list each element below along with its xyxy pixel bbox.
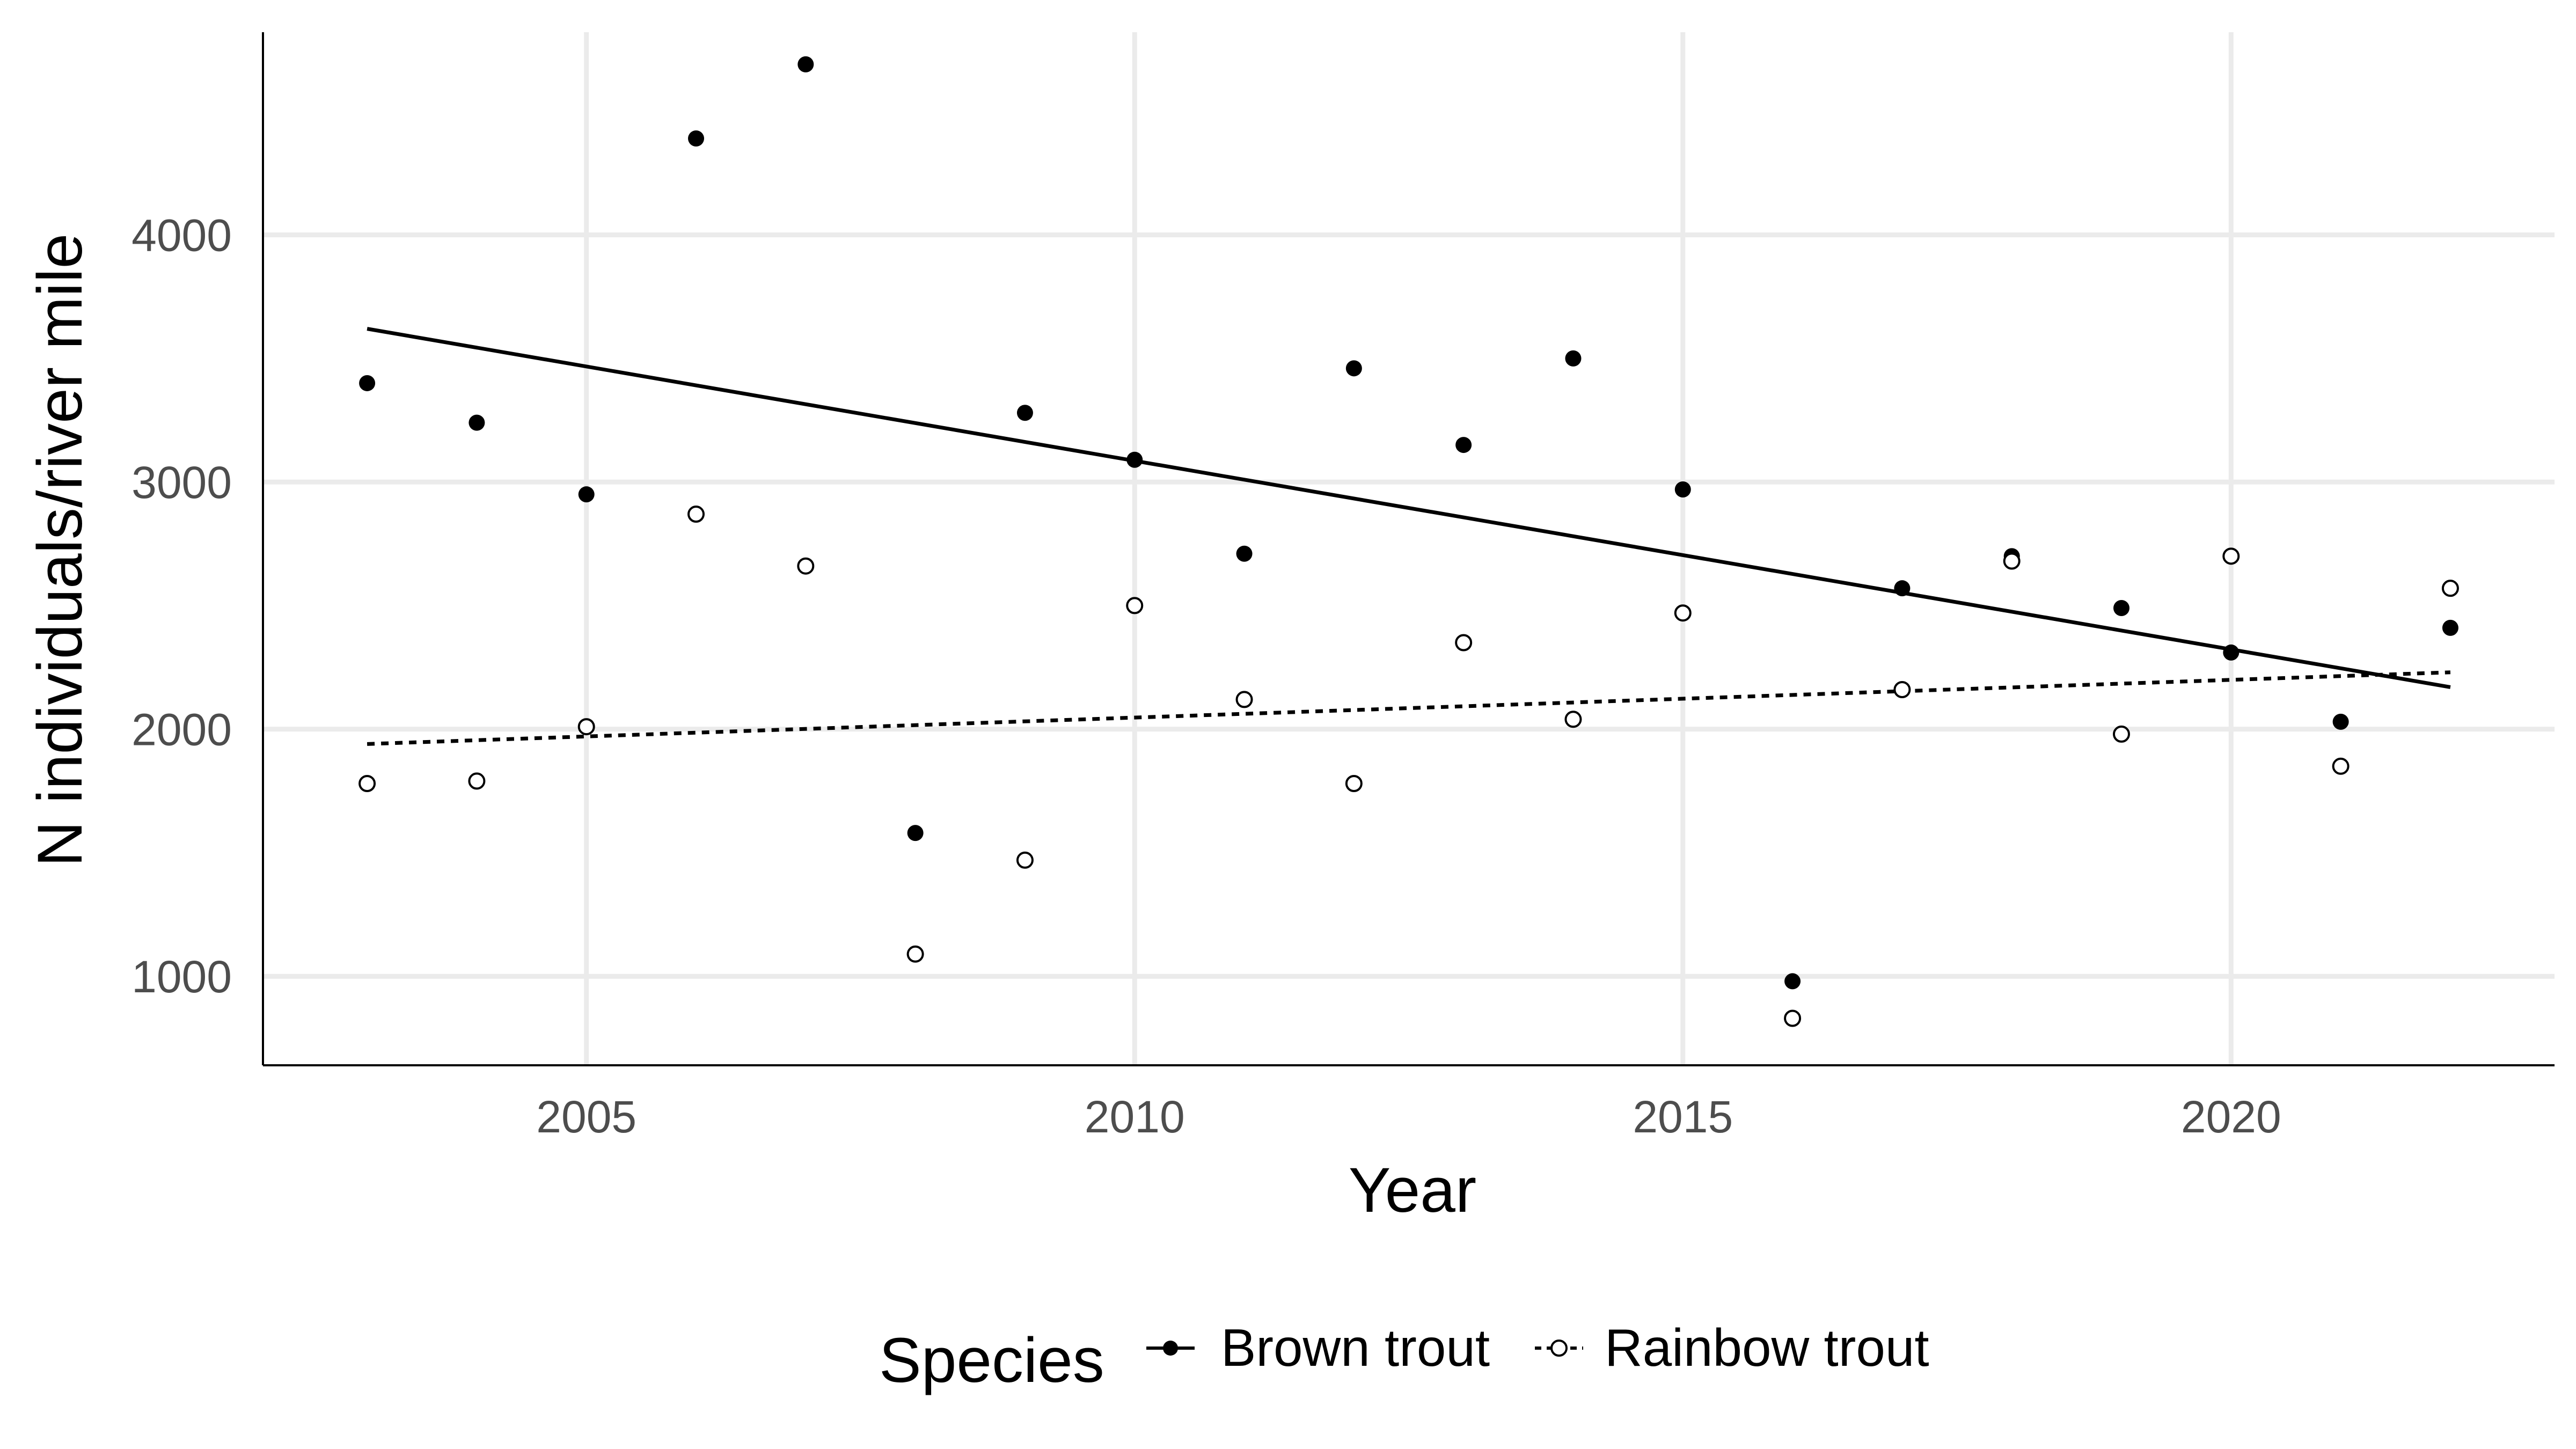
- point-brown-trout-2015: [1674, 481, 1691, 497]
- trend-line-brown-trout: [367, 327, 2451, 689]
- legend-key-brown-trout: [1146, 1341, 1195, 1356]
- legend-label-rainbow-trout: Rainbow trout: [1605, 1318, 1929, 1377]
- point-rainbow-trout-2016: [1784, 1009, 1802, 1027]
- data-points: [358, 56, 2459, 1027]
- point-brown-trout-2009: [1016, 405, 1033, 421]
- legend-label-brown-trout: Brown trout: [1221, 1318, 1490, 1377]
- point-brown-trout-2005: [578, 486, 595, 503]
- grid-lines: [263, 32, 2555, 1065]
- x-tick-label-2015: 2015: [1633, 1092, 1733, 1142]
- point-brown-trout-2019: [2113, 600, 2129, 617]
- point-rainbow-trout-2017: [1893, 681, 1911, 698]
- trend-line-rainbow-trout: [367, 670, 2451, 746]
- point-brown-trout-2004: [469, 414, 485, 431]
- legend-marker-rainbow-trout: [1550, 1340, 1568, 1357]
- point-brown-trout-2012: [1345, 360, 1362, 377]
- point-rainbow-trout-2018: [2003, 552, 2021, 570]
- point-rainbow-trout-2014: [1564, 711, 1582, 728]
- axes: [262, 32, 2555, 1066]
- point-rainbow-trout-2020: [2222, 547, 2240, 565]
- y-tick-label-3000: 3000: [131, 457, 232, 508]
- tick-labels: 2005 2010 2015 2020 1000 2000 3000 4000: [131, 210, 2281, 1142]
- point-rainbow-trout-2008: [906, 945, 924, 963]
- point-brown-trout-2011: [1236, 545, 1253, 562]
- x-axis-title: Year: [1349, 1155, 1476, 1226]
- x-tick-label-2010: 2010: [1085, 1092, 1185, 1142]
- legend-key-rainbow-trout: [1535, 1340, 1583, 1357]
- point-brown-trout-2006: [688, 130, 705, 147]
- point-rainbow-trout-2022: [2441, 580, 2459, 597]
- point-rainbow-trout-2009: [1016, 851, 1034, 869]
- legend: Species Brown trout Rainbow trout: [879, 1318, 1929, 1396]
- legend-marker-brown-trout: [1163, 1341, 1178, 1356]
- point-brown-trout-2008: [907, 825, 924, 841]
- point-rainbow-trout-2012: [1345, 775, 1363, 792]
- point-rainbow-trout-2010: [1126, 597, 1144, 614]
- y-axis-title: N individuals/river mile: [25, 233, 96, 867]
- point-rainbow-trout-2013: [1455, 634, 1473, 652]
- point-brown-trout-2022: [2442, 619, 2458, 636]
- point-rainbow-trout-2004: [468, 772, 486, 790]
- y-tick-label-4000: 4000: [131, 210, 232, 261]
- point-brown-trout-2007: [797, 56, 814, 72]
- point-rainbow-trout-2019: [2112, 725, 2130, 743]
- point-rainbow-trout-2021: [2332, 757, 2350, 775]
- x-tick-label-2005: 2005: [536, 1092, 636, 1142]
- point-brown-trout-2021: [2332, 713, 2349, 730]
- point-rainbow-trout-2003: [358, 775, 376, 792]
- y-tick-label-1000: 1000: [131, 952, 232, 1002]
- point-rainbow-trout-2005: [577, 718, 595, 736]
- point-brown-trout-2014: [1565, 350, 1582, 367]
- point-brown-trout-2020: [2223, 644, 2240, 661]
- point-rainbow-trout-2007: [797, 557, 815, 575]
- point-brown-trout-2017: [1894, 580, 1911, 597]
- trend-lines: [367, 327, 2451, 746]
- point-brown-trout-2016: [1784, 973, 1801, 990]
- y-tick-label-2000: 2000: [131, 705, 232, 755]
- point-brown-trout-2013: [1455, 437, 1472, 453]
- point-rainbow-trout-2015: [1674, 604, 1692, 622]
- point-rainbow-trout-2011: [1235, 691, 1253, 708]
- x-tick-label-2020: 2020: [2181, 1092, 2281, 1142]
- point-rainbow-trout-2006: [687, 506, 705, 523]
- point-brown-trout-2003: [359, 375, 376, 391]
- legend-title: Species: [879, 1325, 1104, 1396]
- point-brown-trout-2010: [1126, 451, 1143, 468]
